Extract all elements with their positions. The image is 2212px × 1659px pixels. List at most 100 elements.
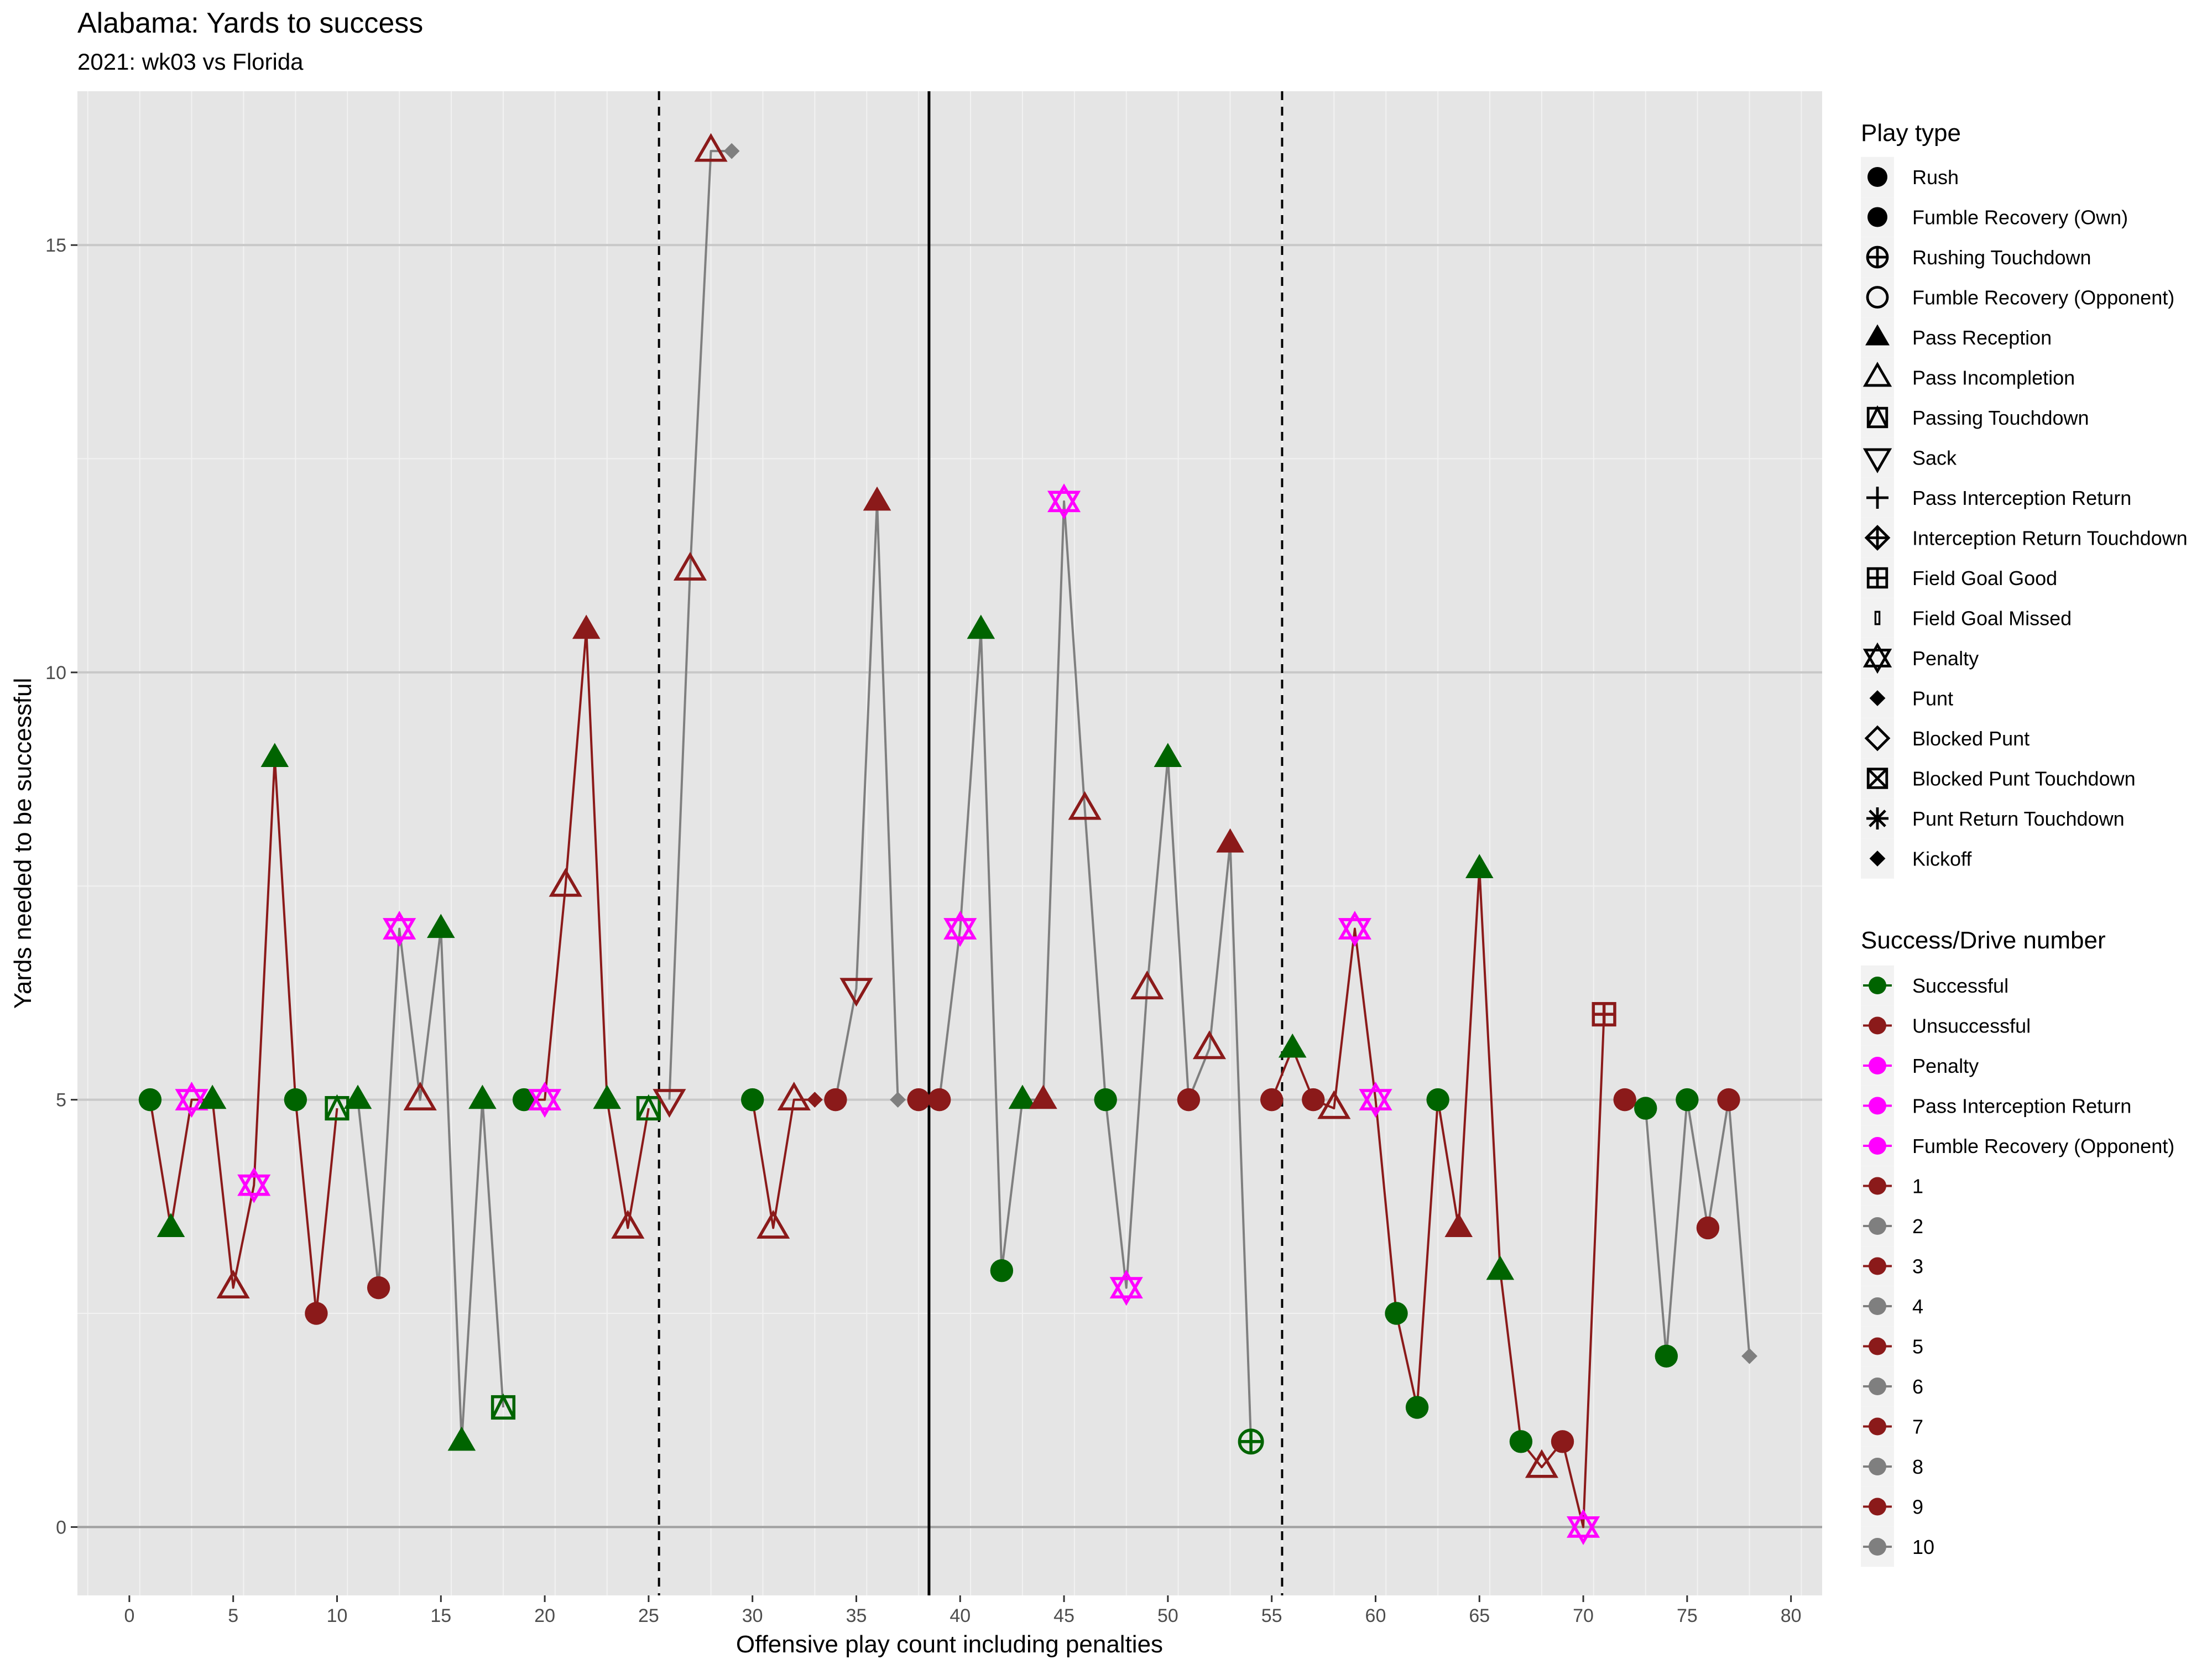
legend-key-symbol [1867,207,1887,227]
success-drive-legend-item: 9 [1861,1486,1923,1527]
success-drive-legend-item: Fumble Recovery (Opponent) [1861,1125,2174,1166]
legend-key-dot [1869,1097,1886,1115]
legend-key-dot [1869,1257,1886,1275]
axes: 0 5 10 15 20 25 30 35 40 45 50 55 60 65 70 75 80 0 5 10 15 [45,235,1801,1626]
legend-label: Punt [1912,687,1953,710]
legend-label: Punt Return Touchdown [1912,807,2125,830]
play-point [305,1302,328,1325]
play-point [1029,1084,1057,1109]
x-tick-label: 70 [1573,1605,1594,1626]
play-type-legend-item: Penalty [1861,638,1979,679]
legend-key-dot [1869,977,1886,994]
play-point [1302,1088,1325,1112]
play-point [1238,1428,1264,1455]
success-drive-legend-item: 8 [1861,1446,1923,1487]
play-point [673,551,707,581]
legend-label: Passing Touchdown [1912,406,2089,429]
play-point [175,1082,208,1118]
legend-key-symbol [1864,725,1891,752]
legend-key-dot [1869,1378,1886,1395]
play-point [426,914,455,938]
play-point [890,1092,906,1108]
play-type-legend-item: Field Goal Good [1861,557,2057,598]
play-point [1216,828,1244,853]
play-point [1278,1033,1307,1058]
play-point [198,1084,227,1109]
play-point [1192,1030,1227,1060]
legend-label: Successful [1912,974,2008,997]
legend-key-symbol [1866,487,1888,509]
play-type-legend-item: Field Goal Missed [1861,598,2072,638]
x-axis-title: Offensive play count including penalties [736,1631,1163,1658]
play-point [863,486,891,511]
play-point [1405,1396,1429,1419]
legend-label: 6 [1912,1375,1923,1398]
play-point [694,133,728,162]
x-tick-label: 10 [327,1605,348,1626]
play-type-legend-item: Interception Return Touchdown [1861,518,2188,558]
legend-label: 4 [1912,1295,1923,1318]
legend-label: Rushing Touchdown [1912,246,2091,269]
legend-key-dot [1869,1297,1886,1315]
play-type-legend-item: Sack [1861,437,1957,478]
play-type-legend-item: Pass Incompletion [1861,357,2075,398]
play-point [1154,743,1182,768]
x-tick-label: 30 [742,1605,763,1626]
legend-label: Pass Incompletion [1912,367,2075,389]
success-drive-legend-item: 1 [1861,1166,1923,1206]
legend-label: Unsuccessful [1912,1015,2031,1037]
legend-key-background [1861,397,1894,438]
play-type-legend-item: Punt [1861,678,1953,718]
play-point [1385,1302,1408,1325]
success-drive-legend-item: 2 [1861,1206,1923,1246]
play-point [1130,971,1164,1000]
legend-key-symbol [1866,286,1889,309]
play-point [723,143,740,159]
legend-key-symbol [1866,768,1888,789]
x-tick-label: 20 [534,1605,555,1626]
success-drive-legend-item: 5 [1861,1326,1923,1366]
legend-label: Penalty [1912,647,1979,670]
play-point [757,1209,790,1239]
play-type-legend-item: Rush [1861,156,1959,197]
play-point [491,1393,516,1420]
x-tick-label: 75 [1677,1605,1698,1626]
legend-key-dot [1869,1458,1886,1475]
legend-label: 1 [1912,1175,1923,1198]
legend-key-symbol [1866,405,1888,429]
legend-label: Fumble Recovery (Own) [1912,206,2128,229]
legend-key-symbol [1863,362,1892,387]
legend-label: Sack [1912,447,1957,469]
legend-label: Fumble Recovery (Opponent) [1912,286,2174,309]
play-point [1047,483,1081,520]
legend-key-dot [1869,1177,1886,1195]
success-drive-legend-item: Pass Interception Return [1861,1086,2131,1126]
legend-label: 2 [1912,1215,1923,1238]
play-point [611,1209,645,1239]
play-point [990,1259,1014,1282]
x-tick-label: 55 [1261,1605,1282,1626]
legend-key-symbol [1869,851,1886,867]
legend-key-symbol [1867,167,1887,187]
play-point [1741,1348,1757,1364]
play-type-legend-title: Play type [1861,119,1961,147]
play-point [967,614,995,639]
legend-label: Blocked Punt [1912,727,2030,750]
play-point [156,1213,185,1238]
legend-key-dot [1869,1337,1886,1355]
play-type-legend-item: Fumble Recovery (Opponent) [1861,277,2174,317]
play-point [1696,1216,1720,1240]
success-drive-legend-item: Penalty [1861,1045,1979,1086]
legend-label: 9 [1912,1496,1923,1519]
play-point [403,1082,437,1111]
play-point [1109,1270,1143,1306]
legend-key-dot [1869,1498,1886,1516]
play-points [138,133,1757,1545]
play-type-legend-item: Pass Interception Return [1861,477,2131,518]
x-tick-label: 45 [1053,1605,1074,1626]
play-point [777,1082,811,1111]
play-type-legend-item: Blocked Punt [1861,718,2030,759]
success-drive-legend-item: Successful [1861,965,2008,1006]
play-point [806,1092,823,1108]
legends: Play type Rush Fumble Recovery (Own) Rushin… [1861,119,2188,1567]
